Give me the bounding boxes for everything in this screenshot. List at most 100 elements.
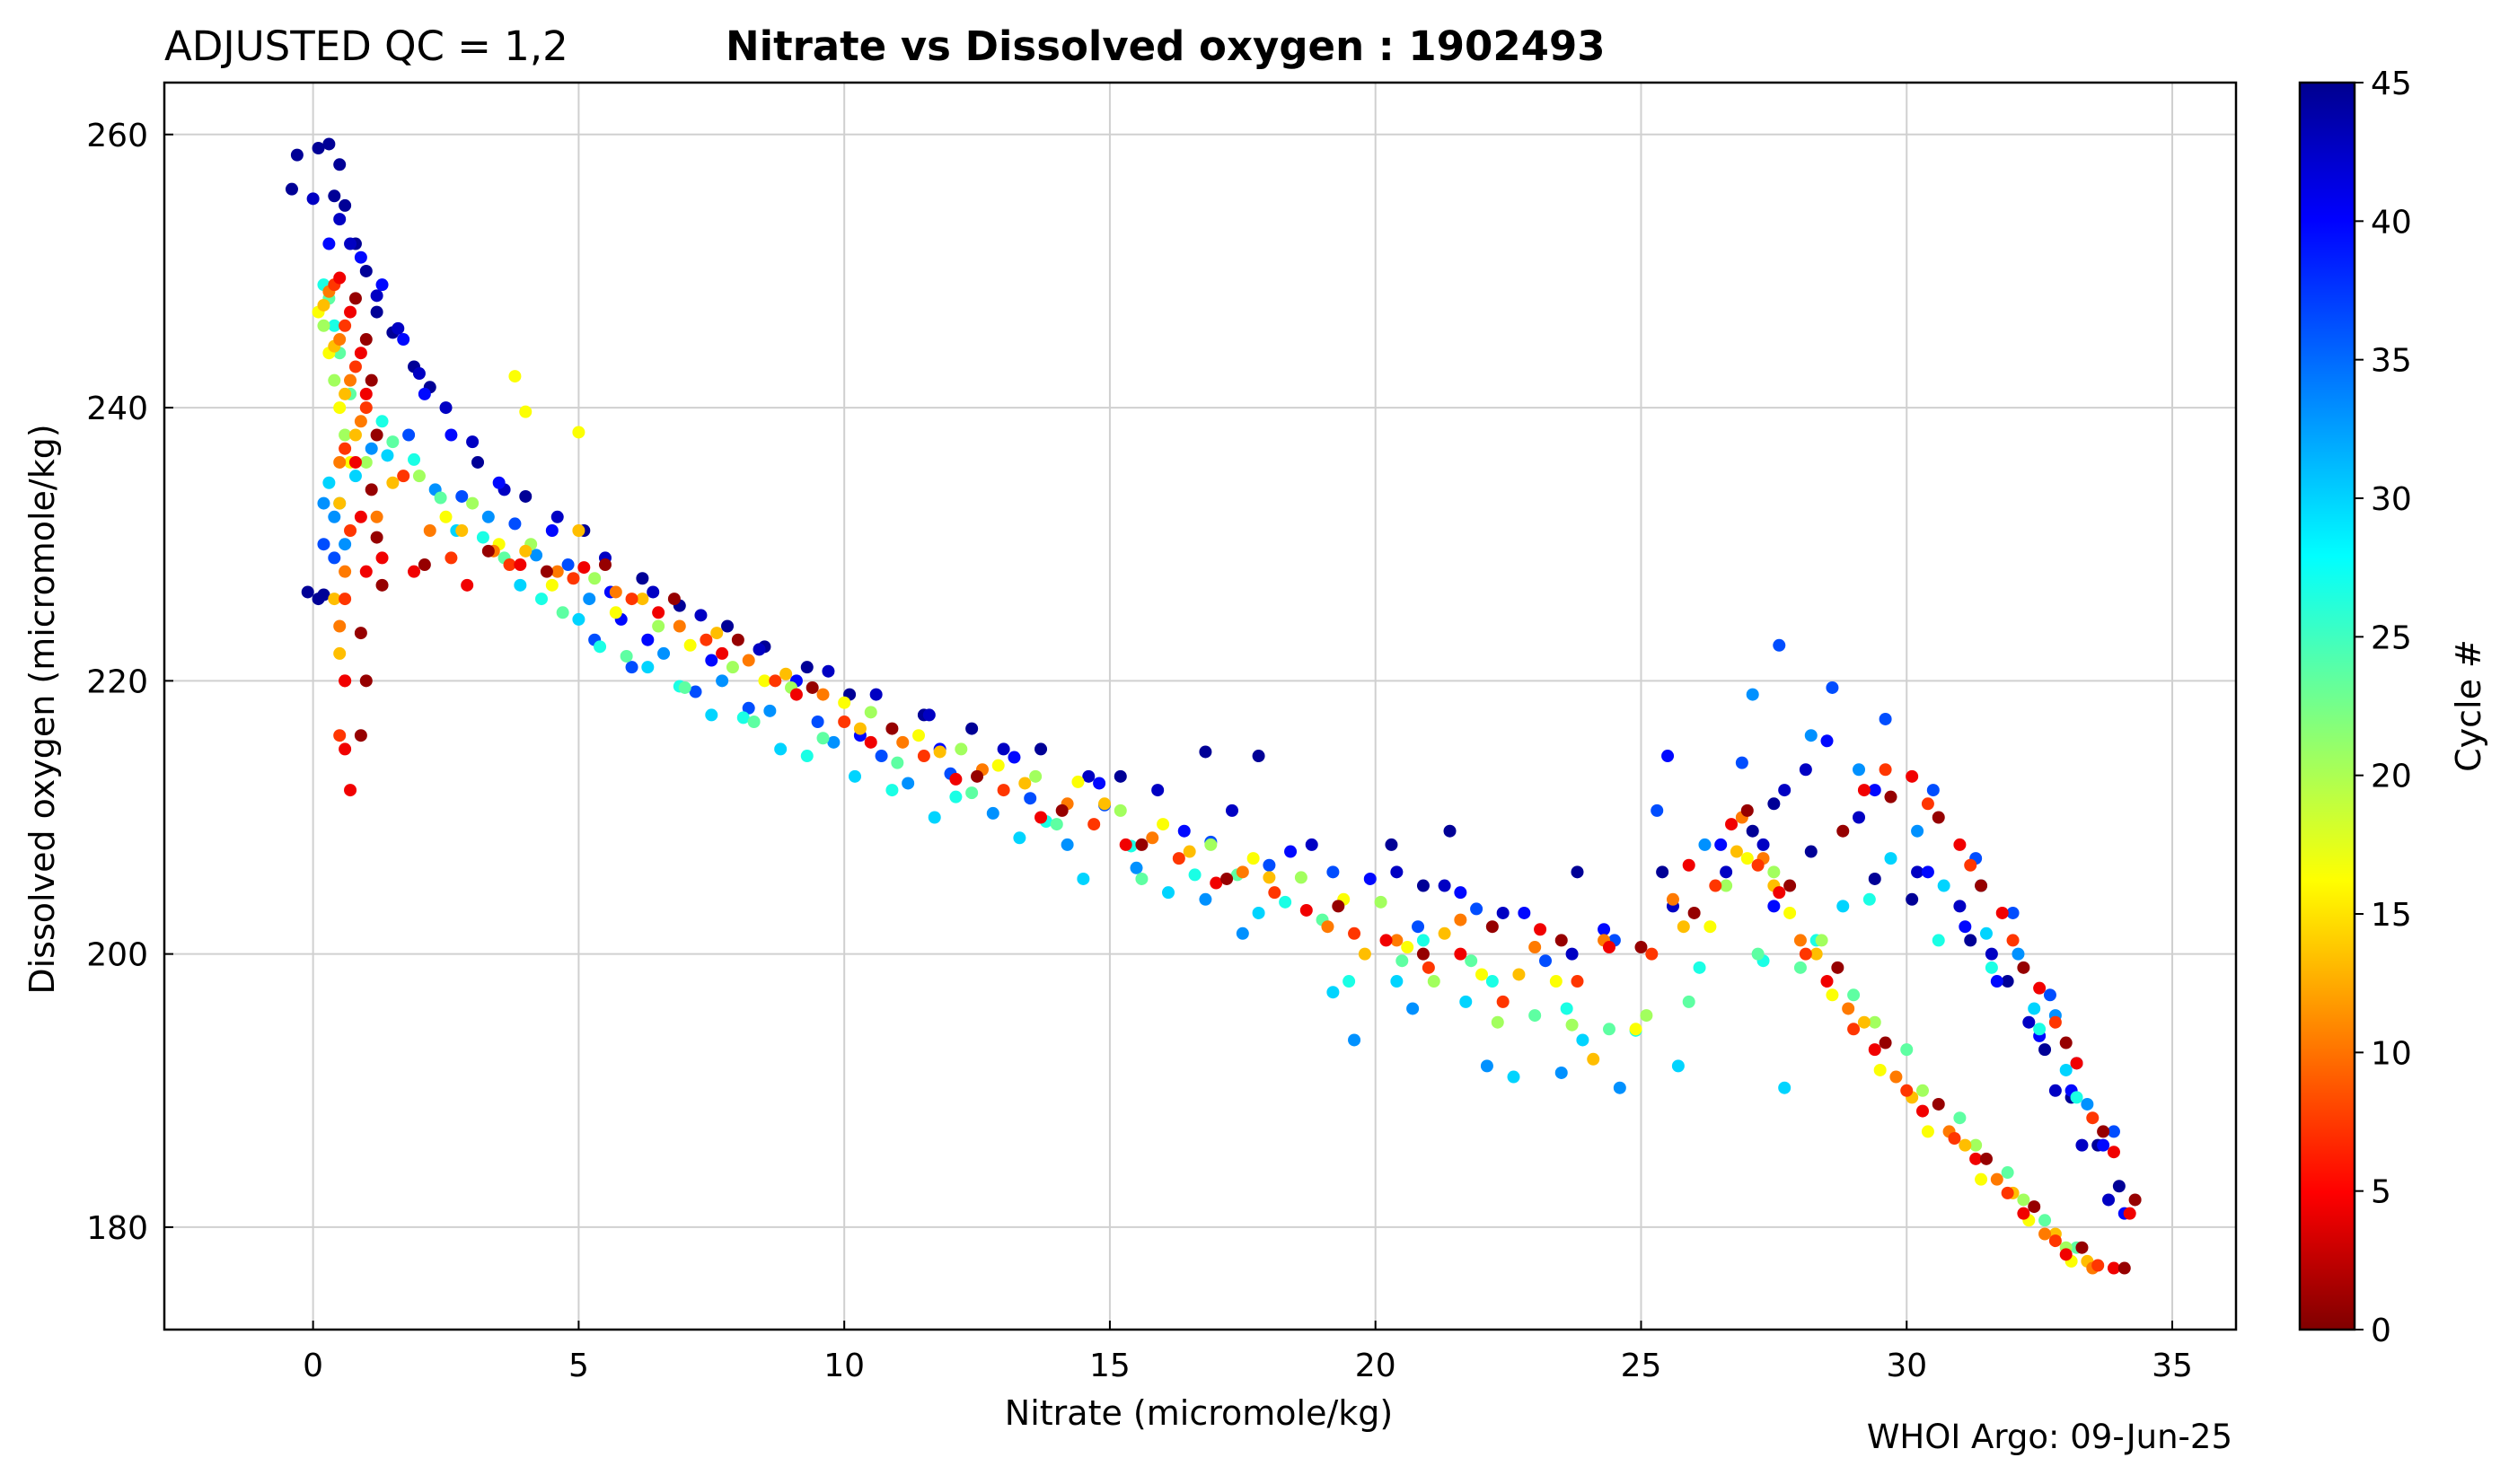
colorbar-tick-label: 10 — [2371, 1035, 2412, 1072]
data-point — [2038, 1214, 2052, 1227]
x-tick-label: 15 — [1089, 1348, 1131, 1384]
x-tick-label: 25 — [1621, 1348, 1662, 1384]
chart-title: Nitrate vs Dissolved oxygen : 1902493 — [726, 22, 1606, 70]
data-point — [1709, 879, 1722, 892]
data-point — [1804, 729, 1818, 742]
data-point — [1279, 895, 1292, 909]
data-point — [1321, 920, 1334, 934]
data-point — [779, 667, 793, 681]
data-point — [1836, 900, 1850, 913]
data-point — [572, 524, 585, 538]
data-point — [769, 674, 782, 688]
data-point — [742, 654, 755, 667]
data-point — [1793, 961, 1807, 974]
data-point — [339, 593, 352, 606]
data-point — [641, 661, 655, 674]
data-point — [1979, 1152, 1993, 1165]
data-point — [891, 756, 904, 769]
data-point — [359, 455, 373, 469]
data-point — [1496, 995, 1510, 1008]
y-tick-label: 220 — [86, 663, 148, 700]
data-point — [2022, 1015, 2036, 1029]
data-point — [348, 455, 362, 469]
data-point — [710, 627, 724, 640]
data-point — [339, 198, 352, 212]
data-point — [290, 148, 304, 162]
data-point — [1656, 865, 1669, 879]
x-tick-label: 10 — [823, 1348, 865, 1384]
data-point — [1714, 838, 1728, 851]
data-point — [1926, 784, 1940, 797]
data-point — [1820, 975, 1834, 988]
data-point — [1034, 811, 1048, 824]
data-point — [514, 578, 527, 592]
data-point — [1979, 926, 1993, 940]
data-point — [1915, 1104, 1929, 1118]
data-point — [636, 593, 649, 606]
data-point — [534, 593, 548, 606]
data-point — [1480, 1059, 1493, 1073]
data-point — [1879, 763, 1892, 777]
x-tick-label: 5 — [568, 1348, 589, 1384]
data-point — [339, 428, 352, 442]
data-point — [1756, 838, 1770, 851]
data-point — [365, 442, 378, 455]
data-point — [333, 646, 347, 660]
data-point — [678, 681, 691, 694]
data-point — [811, 715, 824, 728]
data-point — [2001, 1186, 2014, 1199]
colorbar-tick-label: 45 — [2371, 66, 2412, 102]
data-point — [1773, 638, 1786, 652]
x-tick-label: 35 — [2152, 1348, 2193, 1384]
data-point — [2097, 1125, 2110, 1138]
data-point — [827, 735, 841, 749]
data-point — [1146, 831, 1159, 845]
data-point — [986, 806, 999, 820]
data-point — [1512, 968, 1526, 981]
data-point — [2028, 1200, 2041, 1214]
data-point — [423, 524, 436, 538]
data-point — [348, 428, 362, 442]
data-point — [1889, 1070, 1903, 1084]
data-point — [1130, 861, 1143, 874]
data-point — [333, 158, 347, 171]
data-point — [2107, 1125, 2120, 1138]
data-point — [641, 633, 655, 646]
data-point — [540, 565, 553, 578]
data-point — [1246, 852, 1260, 865]
data-point — [408, 565, 421, 578]
data-point — [466, 496, 480, 510]
data-point — [2048, 1234, 2062, 1248]
data-point — [339, 674, 352, 688]
data-point — [1990, 1172, 2003, 1186]
data-point — [928, 811, 941, 824]
data-point — [1661, 750, 1675, 763]
data-point — [1077, 872, 1090, 885]
colorbar: 0 5 10 15 20 25 30 35 40 45 Cycle # — [2298, 66, 2488, 1349]
data-point — [1964, 934, 1977, 947]
data-point — [816, 732, 830, 745]
data-point — [328, 510, 341, 523]
data-point — [1491, 1015, 1504, 1029]
data-point — [1953, 1111, 1967, 1125]
y-axis-label: Dissolved oxygen (micromole/kg) — [22, 424, 62, 994]
data-point — [1236, 865, 1249, 879]
data-point — [1443, 824, 1457, 838]
data-point — [1671, 1059, 1685, 1073]
data-point — [370, 428, 383, 442]
data-point — [1554, 1066, 1568, 1079]
data-point — [1332, 900, 1345, 913]
data-point — [1868, 1043, 1881, 1057]
data-point — [1645, 947, 1659, 961]
data-point — [1932, 1097, 1945, 1111]
data-point — [1720, 865, 1733, 879]
data-point — [2001, 1166, 2014, 1180]
data-point — [2102, 1193, 2116, 1207]
data-point — [875, 750, 888, 763]
colorbar-tick-label: 30 — [2371, 481, 2412, 518]
data-point — [461, 578, 474, 592]
data-point — [344, 784, 357, 797]
data-point — [1799, 763, 1812, 777]
y-tick-label: 240 — [86, 391, 148, 427]
data-point — [1740, 803, 1754, 817]
